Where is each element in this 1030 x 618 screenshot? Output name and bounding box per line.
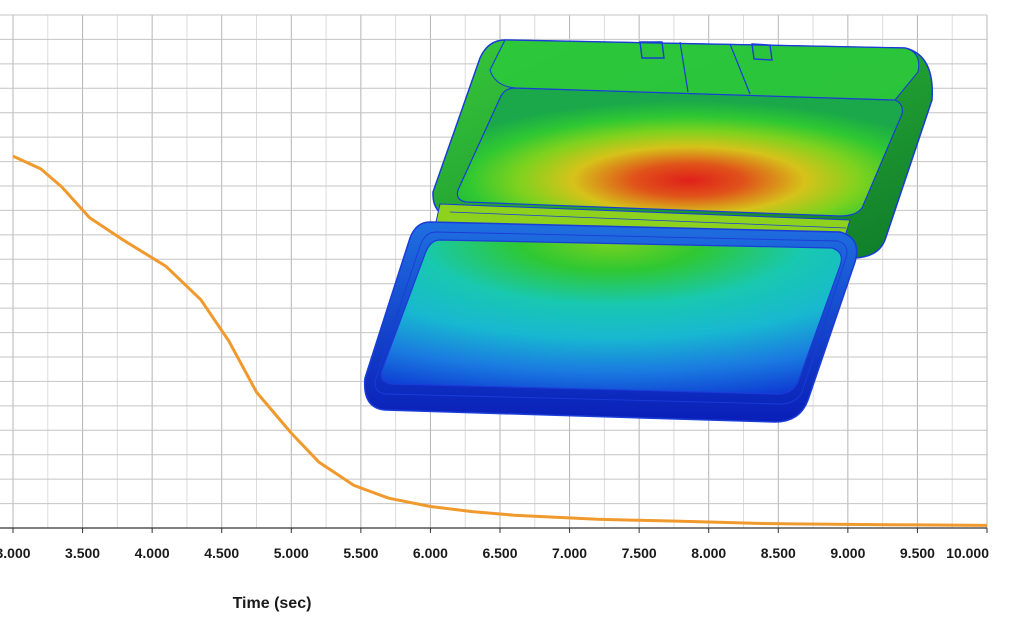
x-tick-label: 3.000 [0,545,31,561]
x-tick-label: 4.500 [204,545,239,561]
x-tick-labels: 3.000 3.500 4.000 4.500 5.000 5.500 6.000 6.500… [0,545,989,561]
series-line [12,154,988,527]
series-layer [12,154,988,527]
x-tick-label: 10.000 [946,545,989,561]
axes [0,527,988,533]
x-tick-label: 7.500 [622,545,657,561]
x-tick-label: 5.000 [274,545,309,561]
x-tick-label: 5.500 [343,545,378,561]
x-axis-label: Time (sec) [233,595,312,612]
x-tick-label: 9.500 [900,545,935,561]
x-tick-label: 4.000 [135,545,170,561]
x-tick-label: 8.000 [691,545,726,561]
x-tick-label: 9.000 [830,545,865,561]
x-tick-label: 8.500 [761,545,796,561]
x-tick-label: 6.500 [482,545,517,561]
x-tick-label: 7.000 [552,545,587,561]
x-tick-label: 3.500 [65,545,100,561]
x-tick-label: 6.000 [413,545,448,561]
mold-fill-result-open-box [363,39,934,423]
